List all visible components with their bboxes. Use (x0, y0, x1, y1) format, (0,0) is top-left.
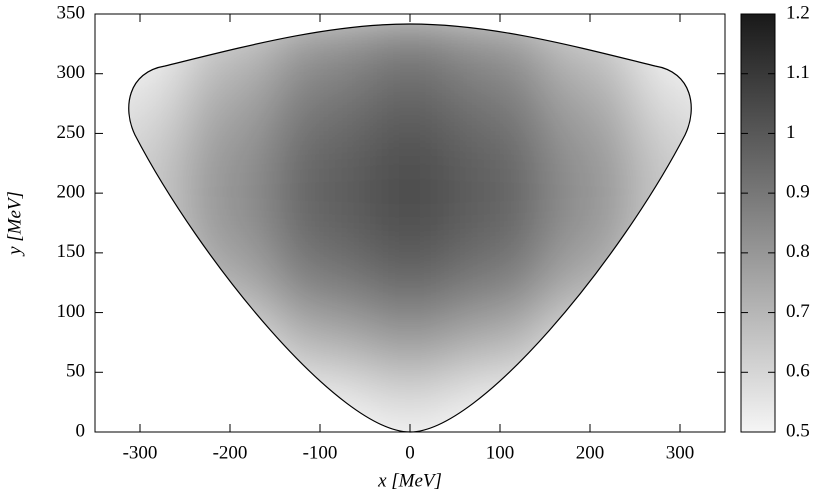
y-tick-label: 50 (66, 361, 85, 382)
heat-cell (364, 192, 456, 254)
heat-cell (128, 252, 186, 314)
heat-cell (454, 252, 546, 314)
heat-cell (454, 312, 546, 373)
heat-cell (364, 252, 456, 314)
x-tick-label: 100 (486, 442, 515, 463)
x-tick-label: 0 (405, 442, 415, 463)
heat-cell (634, 132, 692, 194)
dalitz-boundary (128, 23, 692, 433)
heat-cell (454, 132, 546, 194)
y-tick-label: 300 (57, 62, 86, 83)
heat-cell (184, 24, 276, 75)
heat-cell (544, 192, 636, 254)
heat-cell (274, 132, 366, 194)
y-tick-label: 0 (76, 420, 86, 441)
colorbar-tick-label: 0.8 (786, 241, 810, 262)
heat-cell (544, 252, 636, 314)
heat-cell (128, 312, 186, 373)
heat-cell (184, 252, 276, 314)
heat-cell (274, 252, 366, 314)
x-tick-label: 300 (666, 442, 695, 463)
heat-cell (184, 132, 276, 194)
heat-cell (274, 24, 366, 75)
heat-cell (364, 73, 456, 134)
heat-cell (364, 132, 456, 194)
colorbar-tick-label: 0.6 (786, 361, 810, 382)
heat-cell (274, 192, 366, 254)
heat-cell (634, 252, 692, 314)
heat-cell (634, 73, 692, 134)
density-cells (128, 24, 692, 432)
y-axis-label: y [MeV] (4, 191, 25, 257)
density-region (128, 24, 692, 432)
heat-cell (634, 24, 692, 75)
y-tick-label: 250 (57, 122, 86, 143)
colorbar-tick-label: 1 (786, 122, 796, 143)
x-tick-label: 200 (576, 442, 605, 463)
heat-cell (274, 312, 366, 373)
heat-cell (128, 192, 186, 254)
heat-cell (128, 73, 186, 134)
heat-cell (184, 192, 276, 254)
heat-cell (454, 24, 546, 75)
heat-cell (634, 371, 692, 432)
heat-cell (128, 24, 186, 75)
y-tick-label: 200 (57, 182, 86, 203)
x-tick-label: -200 (213, 442, 248, 463)
heat-cell (544, 24, 636, 75)
colorbar-tick-label: 1.2 (786, 2, 810, 23)
y-tick-label: 100 (57, 301, 86, 322)
heat-cell (634, 192, 692, 254)
heat-cell (364, 312, 456, 373)
x-tick-label: -300 (123, 442, 158, 463)
x-tick-label: -100 (303, 442, 338, 463)
colorbar (740, 13, 776, 433)
heat-cell (454, 73, 546, 134)
colorbar-tick-label: 0.5 (786, 420, 810, 441)
heat-cell (454, 192, 546, 254)
heat-cell (634, 312, 692, 373)
heat-cell (544, 73, 636, 134)
colorbar-tick-label: 0.9 (786, 182, 810, 203)
colorbar-tick-label: 1.1 (786, 62, 810, 83)
y-tick-label: 350 (57, 2, 86, 23)
y-tick-label: 150 (57, 241, 86, 262)
heat-cell (274, 73, 366, 134)
heat-cell (184, 371, 276, 432)
heat-cell (184, 73, 276, 134)
heat-cell (544, 371, 636, 432)
heat-cell (128, 132, 186, 194)
heat-cell (128, 371, 186, 432)
heat-cell (544, 132, 636, 194)
heat-cell (364, 24, 456, 75)
x-axis-label: x [MeV] (377, 470, 442, 491)
heat-cell (364, 371, 456, 432)
colorbar-tick-label: 0.7 (786, 301, 810, 322)
